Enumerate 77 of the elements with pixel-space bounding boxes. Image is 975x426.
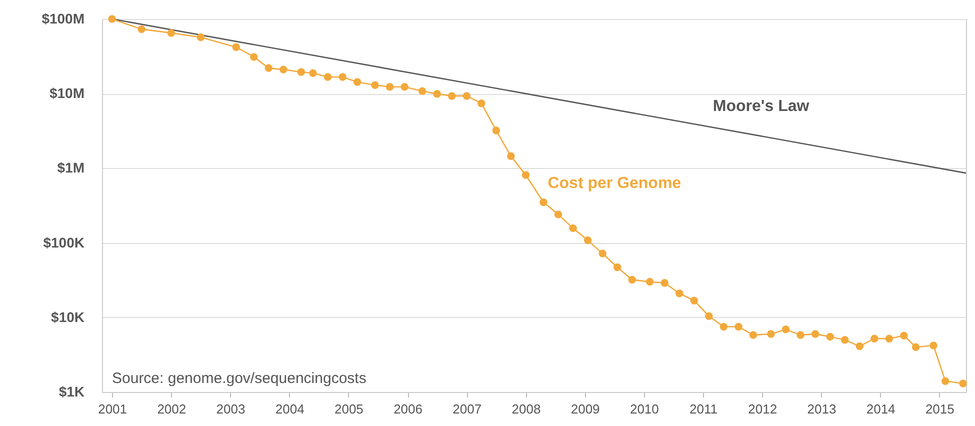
point <box>660 279 668 287</box>
point <box>232 43 240 51</box>
point <box>478 99 486 108</box>
point <box>462 92 470 100</box>
x-tick-label: 2008 <box>512 402 541 416</box>
point <box>433 90 441 98</box>
point <box>569 224 577 232</box>
point <box>885 334 894 342</box>
point <box>796 331 804 339</box>
point <box>705 312 713 320</box>
point <box>676 289 684 298</box>
x-tick-label: 2002 <box>157 402 186 416</box>
x-tick-label: 2001 <box>98 402 128 416</box>
y-tick-label: $100M <box>42 10 84 26</box>
point <box>386 83 394 91</box>
point <box>196 33 205 42</box>
annotation: Source: genome.gov/sequencingcosts <box>112 370 366 387</box>
point <box>309 69 317 78</box>
point <box>912 343 920 351</box>
point <box>522 171 530 179</box>
point <box>840 336 849 344</box>
point <box>734 322 742 331</box>
point <box>554 210 562 218</box>
point <box>250 53 258 61</box>
point <box>264 64 273 72</box>
x-tick-label: 2003 <box>216 402 246 416</box>
x-tick-label: 2011 <box>690 402 718 416</box>
y-tick-label: $10K <box>51 308 84 325</box>
point <box>870 334 878 342</box>
point <box>400 83 408 91</box>
x-tick-label: 2015 <box>925 402 954 416</box>
x-tick-label: 2005 <box>334 402 364 416</box>
point <box>941 377 950 385</box>
point <box>167 29 176 37</box>
x-tick-label: 2004 <box>275 402 304 416</box>
series-label: Cost per Genome <box>548 175 682 192</box>
x-tick-label: 2012 <box>748 402 778 416</box>
y-tick-label: $100K <box>43 234 84 250</box>
y-tick-label: $10M <box>49 85 84 102</box>
point <box>448 92 456 100</box>
point <box>628 276 636 284</box>
point <box>598 250 606 258</box>
x-tick-label: 2006 <box>394 402 422 416</box>
point <box>353 78 362 86</box>
point <box>646 278 654 286</box>
point <box>900 332 908 340</box>
point <box>720 322 728 331</box>
point <box>959 380 967 388</box>
x-tick-label: 2009 <box>570 402 600 416</box>
x-tick-label: 2014 <box>866 402 896 416</box>
point <box>371 81 379 89</box>
x-tick-label: 2007 <box>452 402 482 416</box>
point <box>280 66 288 74</box>
point <box>856 342 864 350</box>
x-tick-label: 2010 <box>630 402 659 416</box>
series-label: Moore's Law <box>712 98 810 116</box>
point <box>338 73 346 81</box>
point <box>613 263 622 272</box>
point <box>324 73 332 81</box>
point <box>297 68 306 76</box>
point <box>507 152 515 160</box>
y-tick-label: $1K <box>58 384 84 400</box>
point <box>492 126 500 134</box>
point <box>138 25 146 34</box>
point <box>930 342 938 350</box>
point <box>749 331 758 339</box>
point <box>418 87 426 95</box>
point <box>767 330 775 338</box>
point <box>826 332 834 341</box>
point <box>690 296 698 304</box>
point <box>108 15 116 23</box>
point <box>584 236 592 244</box>
point <box>782 326 790 334</box>
x-tick-label: 2013 <box>807 402 836 416</box>
point <box>540 198 548 206</box>
point <box>811 330 820 338</box>
y-tick-label: $1M <box>57 160 84 176</box>
